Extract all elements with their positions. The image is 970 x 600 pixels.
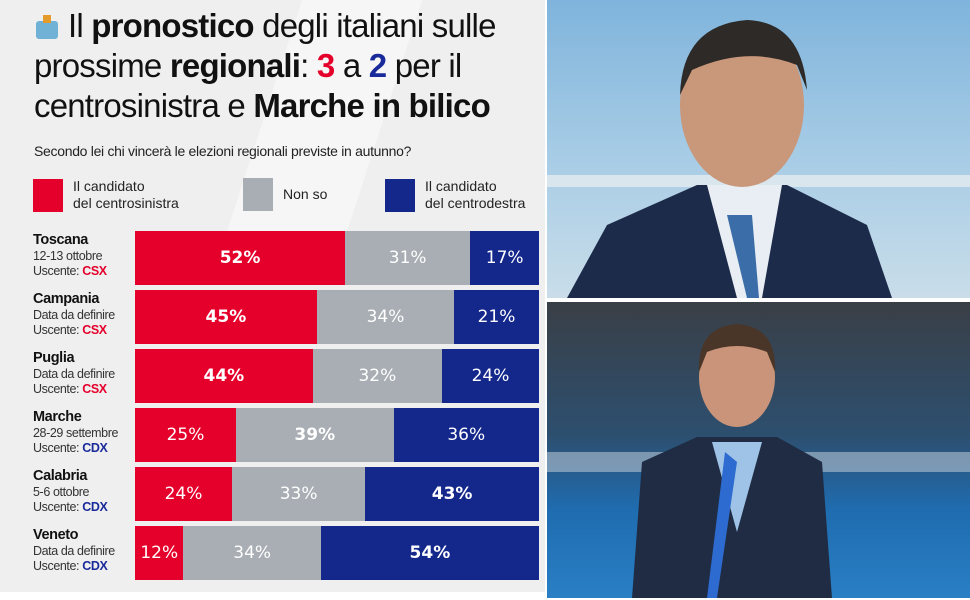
row-label: Veneto Data da definire Uscente: CDX bbox=[33, 527, 115, 575]
incumbent-badge: CDX bbox=[82, 559, 108, 573]
bar-segment-cdx: 54% bbox=[320, 526, 539, 580]
chart-title: Il pronostico degli italiani sulle pross… bbox=[34, 7, 496, 124]
data-label: 54% bbox=[409, 543, 451, 563]
chart-row-toscana: Toscana 12-13 ottobre Uscente: CSX 52% 31… bbox=[0, 231, 545, 285]
data-label: 25% bbox=[166, 425, 205, 445]
region-name: Marche bbox=[33, 409, 82, 425]
portrait-image bbox=[547, 20, 970, 298]
election-date: 12-13 ottobre bbox=[33, 248, 103, 263]
chart-row-marche: Marche 28-29 settembre Uscente: CDX 25% 3… bbox=[0, 408, 545, 462]
data-label: 36% bbox=[447, 425, 486, 445]
region-name: Puglia bbox=[33, 350, 75, 366]
bar-segment-csx: 12% bbox=[135, 526, 184, 580]
data-label: 34% bbox=[366, 307, 405, 327]
stacked-bar: 25% 39% 36% bbox=[135, 408, 539, 462]
row-label: Marche 28-29 settembre Uscente: CDX bbox=[33, 409, 119, 457]
election-date: Data da definire bbox=[33, 307, 115, 322]
incumbent-badge: CSX bbox=[82, 323, 107, 337]
region-name: Veneto bbox=[33, 527, 79, 543]
legend-swatch bbox=[385, 178, 415, 212]
bar-segment-cdx: 36% bbox=[393, 408, 539, 462]
data-label: 21% bbox=[477, 307, 516, 327]
data-label: 33% bbox=[279, 484, 318, 504]
incumbent-line: Uscente: CSX bbox=[33, 264, 107, 278]
legend-item-non-so: Non so bbox=[243, 178, 327, 211]
incumbent-line: Uscente: CDX bbox=[33, 559, 108, 573]
election-date: 5-6 ottobre bbox=[33, 484, 90, 499]
bar-segment-non-so: 32% bbox=[312, 349, 443, 403]
row-label: Campania Data da definire Uscente: CSX bbox=[33, 291, 115, 339]
region-name: Calabria bbox=[33, 468, 88, 484]
bar-segment-cdx: 17% bbox=[470, 231, 539, 285]
legend-swatch bbox=[33, 178, 63, 212]
row-label: Puglia Data da definire Uscente: CSX bbox=[33, 350, 115, 398]
bar-segment-non-so: 33% bbox=[231, 467, 366, 521]
photo-man-suit-top bbox=[547, 0, 970, 298]
incumbent-badge: CSX bbox=[82, 264, 107, 278]
ballot-box-icon bbox=[34, 15, 60, 39]
stacked-bar: 44% 32% 24% bbox=[135, 349, 539, 403]
bar-segment-non-so: 31% bbox=[345, 231, 471, 285]
bar-segment-cdx: 21% bbox=[454, 290, 539, 344]
data-label: 39% bbox=[294, 425, 336, 445]
row-label: Toscana 12-13 ottobre Uscente: CSX bbox=[33, 232, 107, 280]
stacked-bar: 52% 31% 17% bbox=[135, 231, 539, 285]
bar-segment-csx: 52% bbox=[135, 231, 346, 285]
legend-item-csx: Il candidato del centrosinistra bbox=[33, 178, 179, 212]
bar-segment-csx: 44% bbox=[135, 349, 313, 403]
data-label: 45% bbox=[205, 307, 247, 327]
incumbent-line: Uscente: CSX bbox=[33, 382, 107, 396]
election-date: Data da definire bbox=[33, 543, 115, 558]
incumbent-badge: CDX bbox=[82, 441, 108, 455]
incumbent-line: Uscente: CDX bbox=[33, 500, 108, 514]
incumbent-badge: CSX bbox=[82, 382, 107, 396]
bar-segment-non-so: 34% bbox=[183, 526, 321, 580]
data-label: 17% bbox=[485, 248, 524, 268]
data-label: 24% bbox=[164, 484, 203, 504]
data-label: 32% bbox=[358, 366, 397, 386]
data-label: 34% bbox=[233, 543, 272, 563]
legend-swatch bbox=[243, 178, 273, 211]
data-label: 43% bbox=[431, 484, 473, 504]
data-label: 52% bbox=[219, 248, 261, 268]
survey-question: Secondo lei chi vincerà le elezioni regi… bbox=[34, 143, 412, 159]
region-name: Toscana bbox=[33, 232, 88, 248]
bar-segment-cdx: 24% bbox=[442, 349, 539, 403]
incumbent-line: Uscente: CDX bbox=[33, 441, 108, 455]
portrait-image bbox=[547, 324, 970, 598]
bar-segment-cdx: 43% bbox=[365, 467, 539, 521]
data-label: 31% bbox=[388, 248, 427, 268]
data-label: 12% bbox=[140, 543, 179, 563]
chart-row-puglia: Puglia Data da definire Uscente: CSX 44%… bbox=[0, 349, 545, 403]
stacked-bar: 45% 34% 21% bbox=[135, 290, 539, 344]
stacked-bar: 12% 34% 54% bbox=[135, 526, 539, 580]
bar-segment-csx: 25% bbox=[135, 408, 236, 462]
election-date: 28-29 settembre bbox=[33, 425, 119, 440]
data-label: 24% bbox=[471, 366, 510, 386]
incumbent-badge: CDX bbox=[82, 500, 108, 514]
data-label: 44% bbox=[203, 366, 245, 386]
row-label: Calabria 5-6 ottobre Uscente: CDX bbox=[33, 468, 108, 516]
incumbent-line: Uscente: CSX bbox=[33, 323, 107, 337]
stacked-bar: 24% 33% 43% bbox=[135, 467, 539, 521]
chart-row-campania: Campania Data da definire Uscente: CSX 4… bbox=[0, 290, 545, 344]
photo-man-suit-bottom bbox=[547, 302, 970, 598]
legend-item-cdx: Il candidato del centrodestra bbox=[385, 178, 525, 212]
bar-segment-csx: 45% bbox=[135, 290, 317, 344]
chart-row-calabria: Calabria 5-6 ottobre Uscente: CDX 24% 33%… bbox=[0, 467, 545, 521]
bar-segment-csx: 24% bbox=[135, 467, 232, 521]
bar-segment-non-so: 34% bbox=[316, 290, 455, 344]
bar-segment-non-so: 39% bbox=[236, 408, 394, 462]
region-name: Campania bbox=[33, 291, 100, 307]
chart-row-veneto: Veneto Data da definire Uscente: CDX 12%… bbox=[0, 526, 545, 580]
infographic-panel: Il pronostico degli italiani sulle pross… bbox=[0, 0, 545, 592]
election-date: Data da definire bbox=[33, 366, 115, 381]
